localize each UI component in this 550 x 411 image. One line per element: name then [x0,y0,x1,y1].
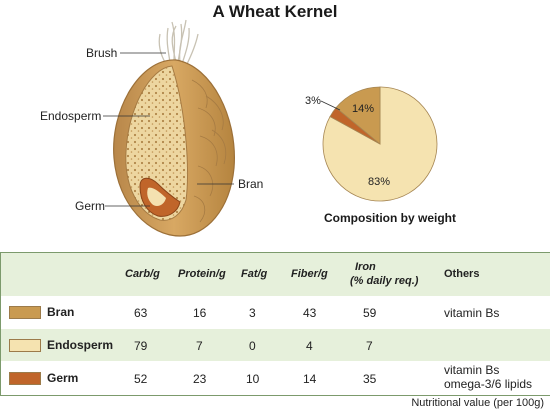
composition-pie-chart: 83% 3% 14% [305,86,438,202]
header-protein: Protein/g [178,268,226,280]
cell-fiber: 4 [306,339,313,353]
header-iron-unit: (% daily req.) [350,275,419,287]
bran-swatch [9,306,41,319]
row-name: Bran [47,305,75,319]
table-row: Bran 63 16 3 43 59 vitamin Bs [1,296,550,329]
cell-protein: 16 [193,306,207,320]
pie-caption: Composition by weight [324,211,456,225]
page-title: A Wheat Kernel [212,2,338,21]
pie-slice-bran [335,86,381,145]
cell-others-line2: omega-3/6 lipids [444,377,533,391]
label-germ: Germ [75,199,105,213]
cell-iron: 7 [366,339,373,353]
cell-fiber: 43 [303,306,317,320]
leader-lines [103,52,234,207]
table-row: Germ 52 23 10 14 35 vitamin Bs omega-3/6… [1,361,550,395]
pie-label-bran: 14% [352,103,374,115]
table-row: Endosperm 79 7 0 4 7 [1,329,550,361]
header-others: Others [444,268,480,280]
table-header-row: Carb/g Protein/g Fat/g Fiber/g Iron (% d… [1,253,550,296]
cell-fat: 10 [246,372,260,386]
pie-leader-line [320,100,341,111]
footer-note: Nutritional value (per 100g) [411,397,544,409]
cell-iron: 35 [363,372,377,386]
cell-fiber: 14 [303,372,317,386]
cell-others: vitamin Bs [444,306,500,320]
header-iron: Iron [355,261,376,273]
pie-label-germ: 3% [305,95,321,107]
cell-carb: 63 [134,306,148,320]
row-name: Endosperm [47,338,114,352]
header-fat: Fat/g [241,268,268,280]
brush-hairs [158,19,199,67]
label-bran: Bran [238,177,263,191]
cell-iron: 59 [363,306,377,320]
endosperm-swatch [9,339,41,352]
cell-carb: 52 [134,372,148,386]
cell-protein: 23 [193,372,207,386]
cell-carb: 79 [134,339,148,353]
header-fiber: Fiber/g [291,268,328,280]
nutrition-table: Carb/g Protein/g Fat/g Fiber/g Iron (% d… [0,252,550,396]
cell-fat: 0 [249,339,256,353]
label-endosperm: Endosperm [40,109,101,123]
wheat-kernel-diagram: Brush Endosperm Bran Germ 83% 3% 14% [40,19,438,237]
cell-protein: 7 [196,339,203,353]
germ-swatch [9,372,41,385]
pie-label-endosperm: 83% [368,176,390,188]
row-name: Germ [47,371,79,385]
label-brush: Brush [86,46,117,60]
cell-fat: 3 [249,306,256,320]
bran-scales [191,79,227,223]
header-carb: Carb/g [125,268,160,280]
cell-others: vitamin Bs [444,363,500,377]
